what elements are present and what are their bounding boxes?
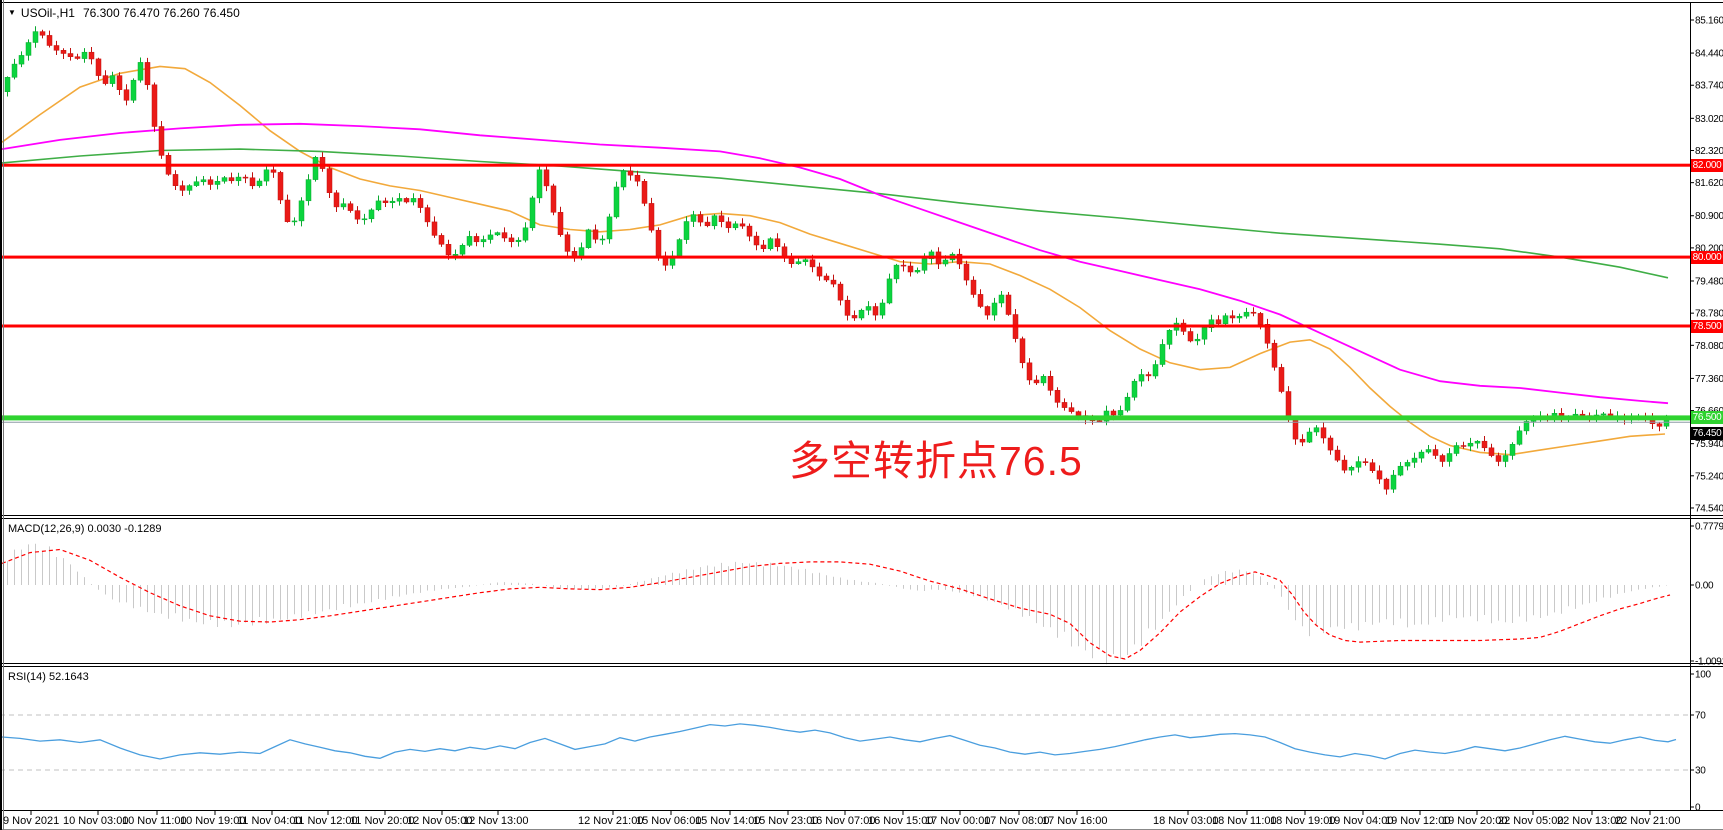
- price-axis-label: 74.540: [1695, 504, 1723, 515]
- price-axis-label: 78.780: [1695, 309, 1723, 320]
- time-axis-label: 12 Nov 21:00: [578, 815, 643, 827]
- rsi-axis-label: 70: [1695, 711, 1706, 722]
- time-axis-label: 17 Nov 16:00: [1042, 815, 1107, 827]
- annotation-text[interactable]: 多空转折点76.5: [789, 438, 1083, 484]
- time-axis-label: 18 Nov 19:00: [1270, 815, 1335, 827]
- level-line-80.000[interactable]: [0, 255, 1690, 259]
- level-line-76.500[interactable]: [0, 415, 1690, 421]
- price-axis-label: 78.080: [1695, 341, 1723, 352]
- price-axis-label: 80.900: [1695, 211, 1723, 222]
- ohlc-readout: 76.300 76.470 76.260 76.450: [82, 6, 240, 20]
- price-axis[interactable]: 85.160 84.440 83.740 83.020 82.320 81.620 80.9…: [1690, 16, 1723, 814]
- level-badge-76.500: 76.500: [1691, 411, 1723, 425]
- ma-slow-green-line: [1, 148, 1669, 279]
- price-axis-label: 80.200: [1695, 243, 1723, 254]
- macd-axis-label: 0.7779: [1695, 522, 1723, 533]
- macd-signal-line: [1, 548, 1671, 660]
- time-axis-label: 10 Nov 11:00: [122, 815, 187, 827]
- time-axis-label: 10 Nov 19:00: [180, 815, 245, 827]
- rsi-line: [1, 723, 1677, 760]
- price-axis-label: 83.740: [1695, 81, 1723, 92]
- time-axis-label: 17 Nov 08:00: [984, 815, 1049, 827]
- rsi-axis-label: 100: [1695, 670, 1712, 681]
- price-axis-label: 75.940: [1695, 439, 1723, 450]
- time-axis-label: 16 Nov 07:00: [810, 815, 875, 827]
- macd-axis-label: 0.00: [1695, 581, 1714, 592]
- rsi-pane[interactable]: [0, 714, 1690, 771]
- level-badge-78.500: 78.500: [1691, 319, 1723, 333]
- moving-averages: [1, 65, 1669, 456]
- price-axis-label: 75.240: [1695, 471, 1723, 482]
- price-axis-label: 83.020: [1695, 114, 1723, 125]
- price-axis-label: 84.440: [1695, 49, 1723, 60]
- level-line-82.000[interactable]: [0, 163, 1690, 167]
- time-axis-label: 12 Nov 13:00: [463, 815, 528, 827]
- symbol-title: ▼ USOil-,H1 76.300 76.470 76.260 76.450: [8, 6, 240, 20]
- level-line-78.500[interactable]: [0, 324, 1690, 328]
- time-axis-label: 11 Nov 04:00: [237, 815, 302, 827]
- time-axis-label: 22 Nov 05:00: [1498, 815, 1563, 827]
- price-axis-label: 82.320: [1695, 146, 1723, 157]
- time-axis-label: 15 Nov 14:00: [695, 815, 760, 827]
- time-axis-label: 19 Nov 04:00: [1328, 815, 1393, 827]
- ma-mid-magenta-line: [1, 122, 1669, 405]
- time-axis-label: 11 Nov 12:00: [293, 815, 358, 827]
- time-axis-label: 19 Nov 12:00: [1385, 815, 1450, 827]
- level-badge-82.000: 82.000: [1691, 158, 1723, 172]
- time-axis-label: 15 Nov 06:00: [636, 815, 701, 827]
- horizontal-levels[interactable]: [0, 163, 1690, 423]
- candlestick-series[interactable]: [4, 26, 1670, 495]
- rsi-axis-label: 0: [1695, 803, 1701, 814]
- price-axis-label: 77.360: [1695, 374, 1723, 385]
- dropdown-triangle-icon[interactable]: ▼: [8, 8, 16, 17]
- rsi-axis-label: 30: [1695, 766, 1706, 777]
- time-axis-label: 22 Nov 13:00: [1557, 815, 1622, 827]
- time-axis-label: 9 Nov 2021: [3, 815, 59, 827]
- time-axis-label: 12 Nov 05:00: [407, 815, 472, 827]
- time-axis-label: 18 Nov 03:00: [1153, 815, 1218, 827]
- bid-price-badge: 76.450: [1691, 426, 1723, 440]
- macd-pane[interactable]: [1, 543, 1671, 665]
- time-axis-label: 16 Nov 15:00: [868, 815, 933, 827]
- time-axis-label: 22 Nov 21:00: [1615, 815, 1680, 827]
- time-axis-label: 18 Nov 11:00: [1212, 815, 1277, 827]
- price-axis-label: 81.620: [1695, 178, 1723, 189]
- time-axis-label: 15 Nov 23:00: [753, 815, 818, 827]
- time-axis-label: 19 Nov 20:00: [1442, 815, 1507, 827]
- price-axis-label: 79.480: [1695, 277, 1723, 288]
- rsi-indicator-label: RSI(14) 52.1643: [8, 671, 89, 683]
- price-axis-label: 85.160: [1695, 16, 1723, 27]
- time-axis-label: 10 Nov 03:00: [63, 815, 128, 827]
- level-badge-80.000: 80.000: [1691, 250, 1723, 264]
- macd-indicator-label: MACD(12,26,9) 0.0030 -0.1289: [8, 523, 162, 535]
- time-axis-label: 17 Nov 00:00: [925, 815, 990, 827]
- time-axis-label: 11 Nov 20:00: [350, 815, 415, 827]
- symbol-period-label: USOil-,H1: [20, 6, 75, 20]
